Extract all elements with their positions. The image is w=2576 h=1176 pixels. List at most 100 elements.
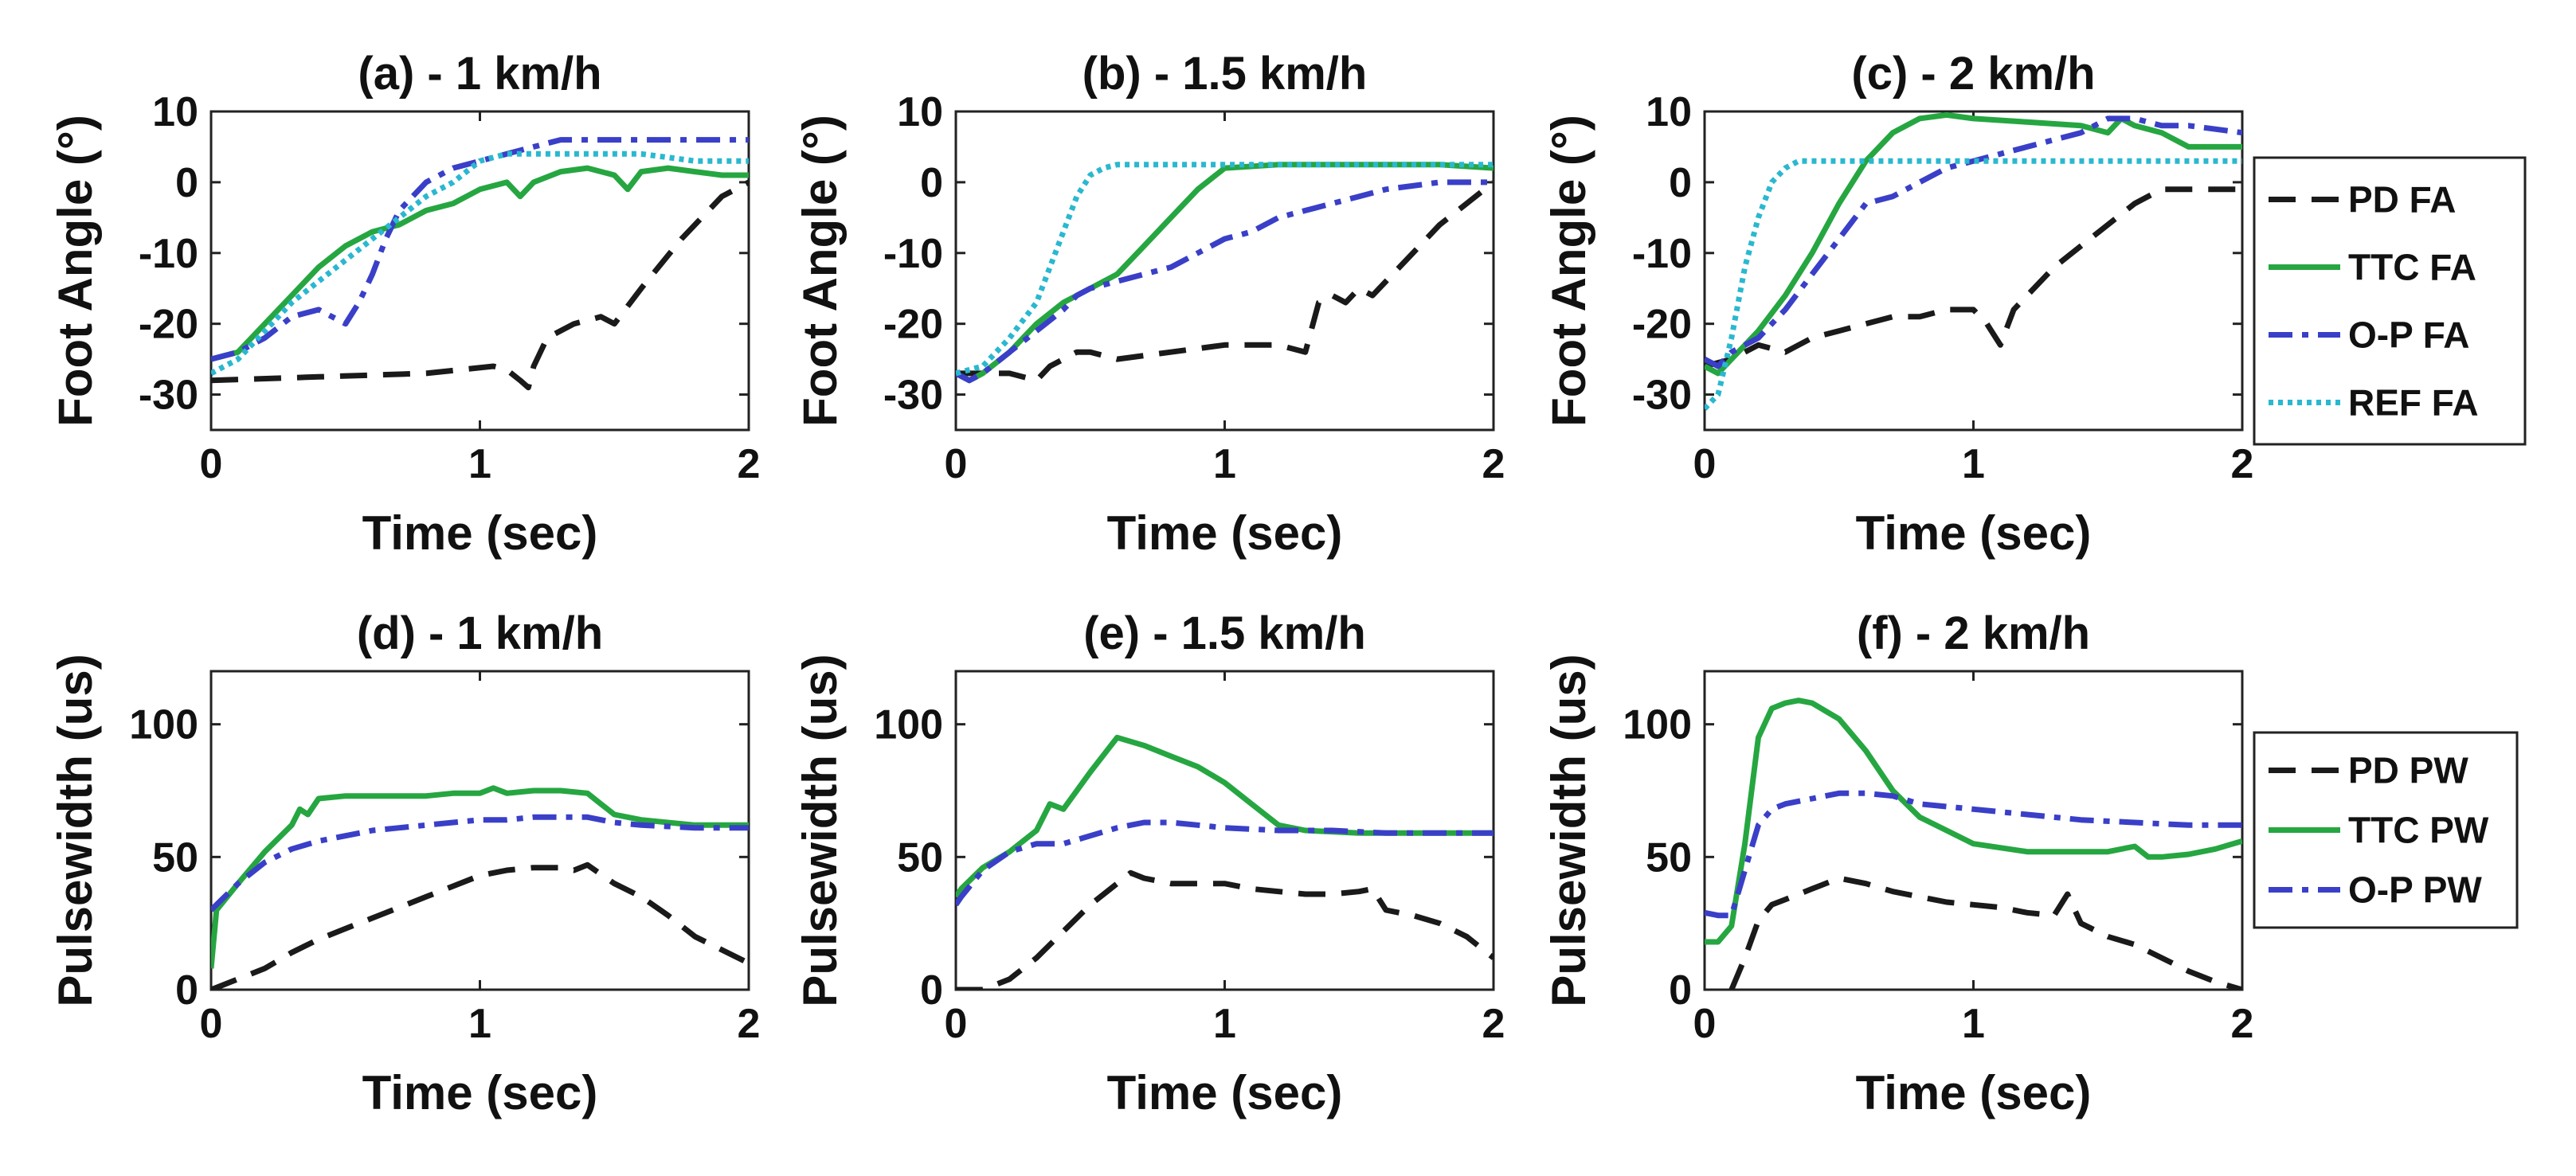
y-tick-label: -10 (883, 231, 943, 277)
legend-pulsewidth: PD PW TTC PW O-P PW (2253, 731, 2519, 929)
panel-f: (f) - 2 km/h 0 1 2 100 50 0 Time (sec) Pulsewidt… (1542, 608, 2253, 1119)
series-o-p-pw (1705, 790, 2242, 919)
series-ref-fa (211, 150, 749, 376)
series-ttc-fa (1705, 111, 2242, 377)
legend-label: PD PW (2348, 750, 2468, 791)
x-tick-label: 1 (468, 1001, 491, 1047)
x-tick-label: 1 (468, 441, 491, 487)
y-axis-label: Pulsewidth (us) (793, 654, 847, 1006)
y-tick-label: 0 (920, 160, 943, 206)
series-o-p-fa (211, 137, 749, 362)
series-o-p-pw (211, 814, 749, 912)
y-tick-label: 10 (1646, 89, 1692, 135)
y-axis-label: Foot Angle (°) (1542, 115, 1595, 427)
y-tick-label: -20 (1632, 302, 1692, 348)
panel-title: (d) - 1 km/h (357, 608, 603, 659)
y-axis-label: Pulsewidth (us) (1542, 654, 1595, 1006)
legend-label: O-P PW (2348, 869, 2482, 911)
x-tick-label: 0 (1693, 441, 1717, 487)
y-tick-label: 10 (152, 89, 198, 135)
legend-label: TTC FA (2348, 247, 2476, 288)
legend-label: O-P FA (2348, 315, 2470, 356)
y-tick-label: 50 (897, 834, 943, 881)
y-tick-label: 0 (175, 967, 198, 1014)
y-tick-label: 50 (152, 834, 198, 881)
series-pd-pw (211, 861, 749, 990)
panel-title: (e) - 1.5 km/h (1083, 608, 1366, 659)
panel-e: (e) - 1.5 km/h 0 1 2 100 50 0 Time (sec) Pulsewi… (793, 608, 1505, 1119)
y-tick-label: 0 (1669, 160, 1692, 206)
y-tick-label: -30 (139, 373, 198, 419)
x-tick-label: 0 (200, 1001, 223, 1047)
panel-title: (c) - 2 km/h (1851, 48, 2095, 100)
y-axis-label: Foot Angle (°) (793, 115, 847, 427)
y-tick-label: -10 (139, 231, 198, 277)
x-axis-label: Time (sec) (1856, 1066, 2092, 1119)
x-tick-label: 1 (1962, 1001, 1985, 1047)
x-axis-label: Time (sec) (362, 506, 598, 560)
y-tick-label: 100 (874, 702, 943, 748)
y-tick-label: -20 (883, 302, 943, 348)
series-ttc-fa (956, 162, 1494, 384)
y-tick-label: 0 (175, 160, 198, 206)
y-tick-label: -10 (1632, 231, 1692, 277)
x-tick-label: 1 (1213, 1001, 1236, 1047)
panel-title: (b) - 1.5 km/h (1082, 48, 1368, 100)
series-pd-pw (956, 869, 1494, 990)
y-tick-label: 100 (1623, 702, 1692, 748)
panel-a: (a) - 1 km/h 0 1 2 10 0 -10 -20 -30 Time (sec) Foo… (49, 48, 760, 560)
panel-b: (b) - 1.5 km/h 0 1 2 10 0 -10 -20 -30 Time (sec) F… (793, 48, 1505, 560)
x-tick-label: 2 (2231, 1001, 2254, 1047)
axes-frame (1703, 670, 2244, 991)
y-axis-label: Pulsewidth (us) (49, 654, 102, 1006)
x-tick-label: 0 (945, 1001, 968, 1047)
legend-box (2253, 156, 2527, 446)
series-pd-fa (956, 180, 1494, 384)
x-tick-label: 1 (1213, 441, 1236, 487)
series-o-p-fa (956, 179, 1494, 384)
x-tick-label: 2 (2231, 441, 2254, 487)
axes-frame (209, 670, 750, 991)
panel-d: (d) - 1 km/h 0 1 2 100 50 0 Time (sec) Pulsewidt… (49, 608, 760, 1119)
y-axis-label: Foot Angle (°) (49, 115, 102, 427)
series-ttc-pw (1705, 697, 2242, 945)
series-ttc-pw (956, 734, 1494, 899)
y-tick-label: 0 (920, 967, 943, 1014)
x-tick-label: 0 (1693, 1001, 1717, 1047)
series-ttc-fa (211, 165, 749, 362)
y-tick-label: -30 (883, 373, 943, 419)
panel-title: (a) - 1 km/h (358, 48, 601, 100)
legend-label: PD FA (2348, 179, 2456, 221)
x-tick-label: 2 (1482, 441, 1505, 487)
series-pd-pw (1728, 875, 2242, 990)
series-pd-fa (211, 179, 749, 391)
series-ttc-pw (211, 785, 749, 969)
y-tick-label: 0 (1669, 967, 1692, 1014)
series-o-p-fa (1705, 115, 2242, 369)
legend-label: REF FA (2348, 382, 2479, 424)
panel-c: (c) - 2 km/h 0 1 2 10 0 -10 -20 -30 Time (sec) Foo… (1542, 48, 2253, 560)
x-axis-label: Time (sec) (1856, 506, 2092, 560)
x-tick-label: 1 (1962, 441, 1985, 487)
series-ref-fa (1705, 158, 2242, 411)
series-pd-fa (1705, 186, 2242, 369)
legend-foot-angle: PD FA TTC FA O-P FA REF FA (2253, 156, 2527, 446)
x-tick-label: 2 (738, 441, 761, 487)
series-o-p-pw (956, 819, 1494, 907)
axes-frame (954, 110, 1495, 432)
y-tick-label: 10 (897, 89, 943, 135)
panel-title: (f) - 2 km/h (1857, 608, 2090, 659)
y-tick-label: 100 (129, 702, 198, 748)
legend-label: TTC PW (2348, 810, 2489, 851)
x-axis-label: Time (sec) (362, 1066, 598, 1119)
x-axis-label: Time (sec) (1107, 506, 1343, 560)
x-tick-label: 2 (1482, 1001, 1505, 1047)
x-axis-label: Time (sec) (1107, 1066, 1343, 1119)
x-tick-label: 2 (738, 1001, 761, 1047)
y-tick-label: 50 (1646, 834, 1692, 881)
y-tick-label: -20 (139, 302, 198, 348)
series-ref-fa (956, 162, 1494, 377)
x-tick-label: 0 (945, 441, 968, 487)
y-tick-label: -30 (1632, 373, 1692, 419)
